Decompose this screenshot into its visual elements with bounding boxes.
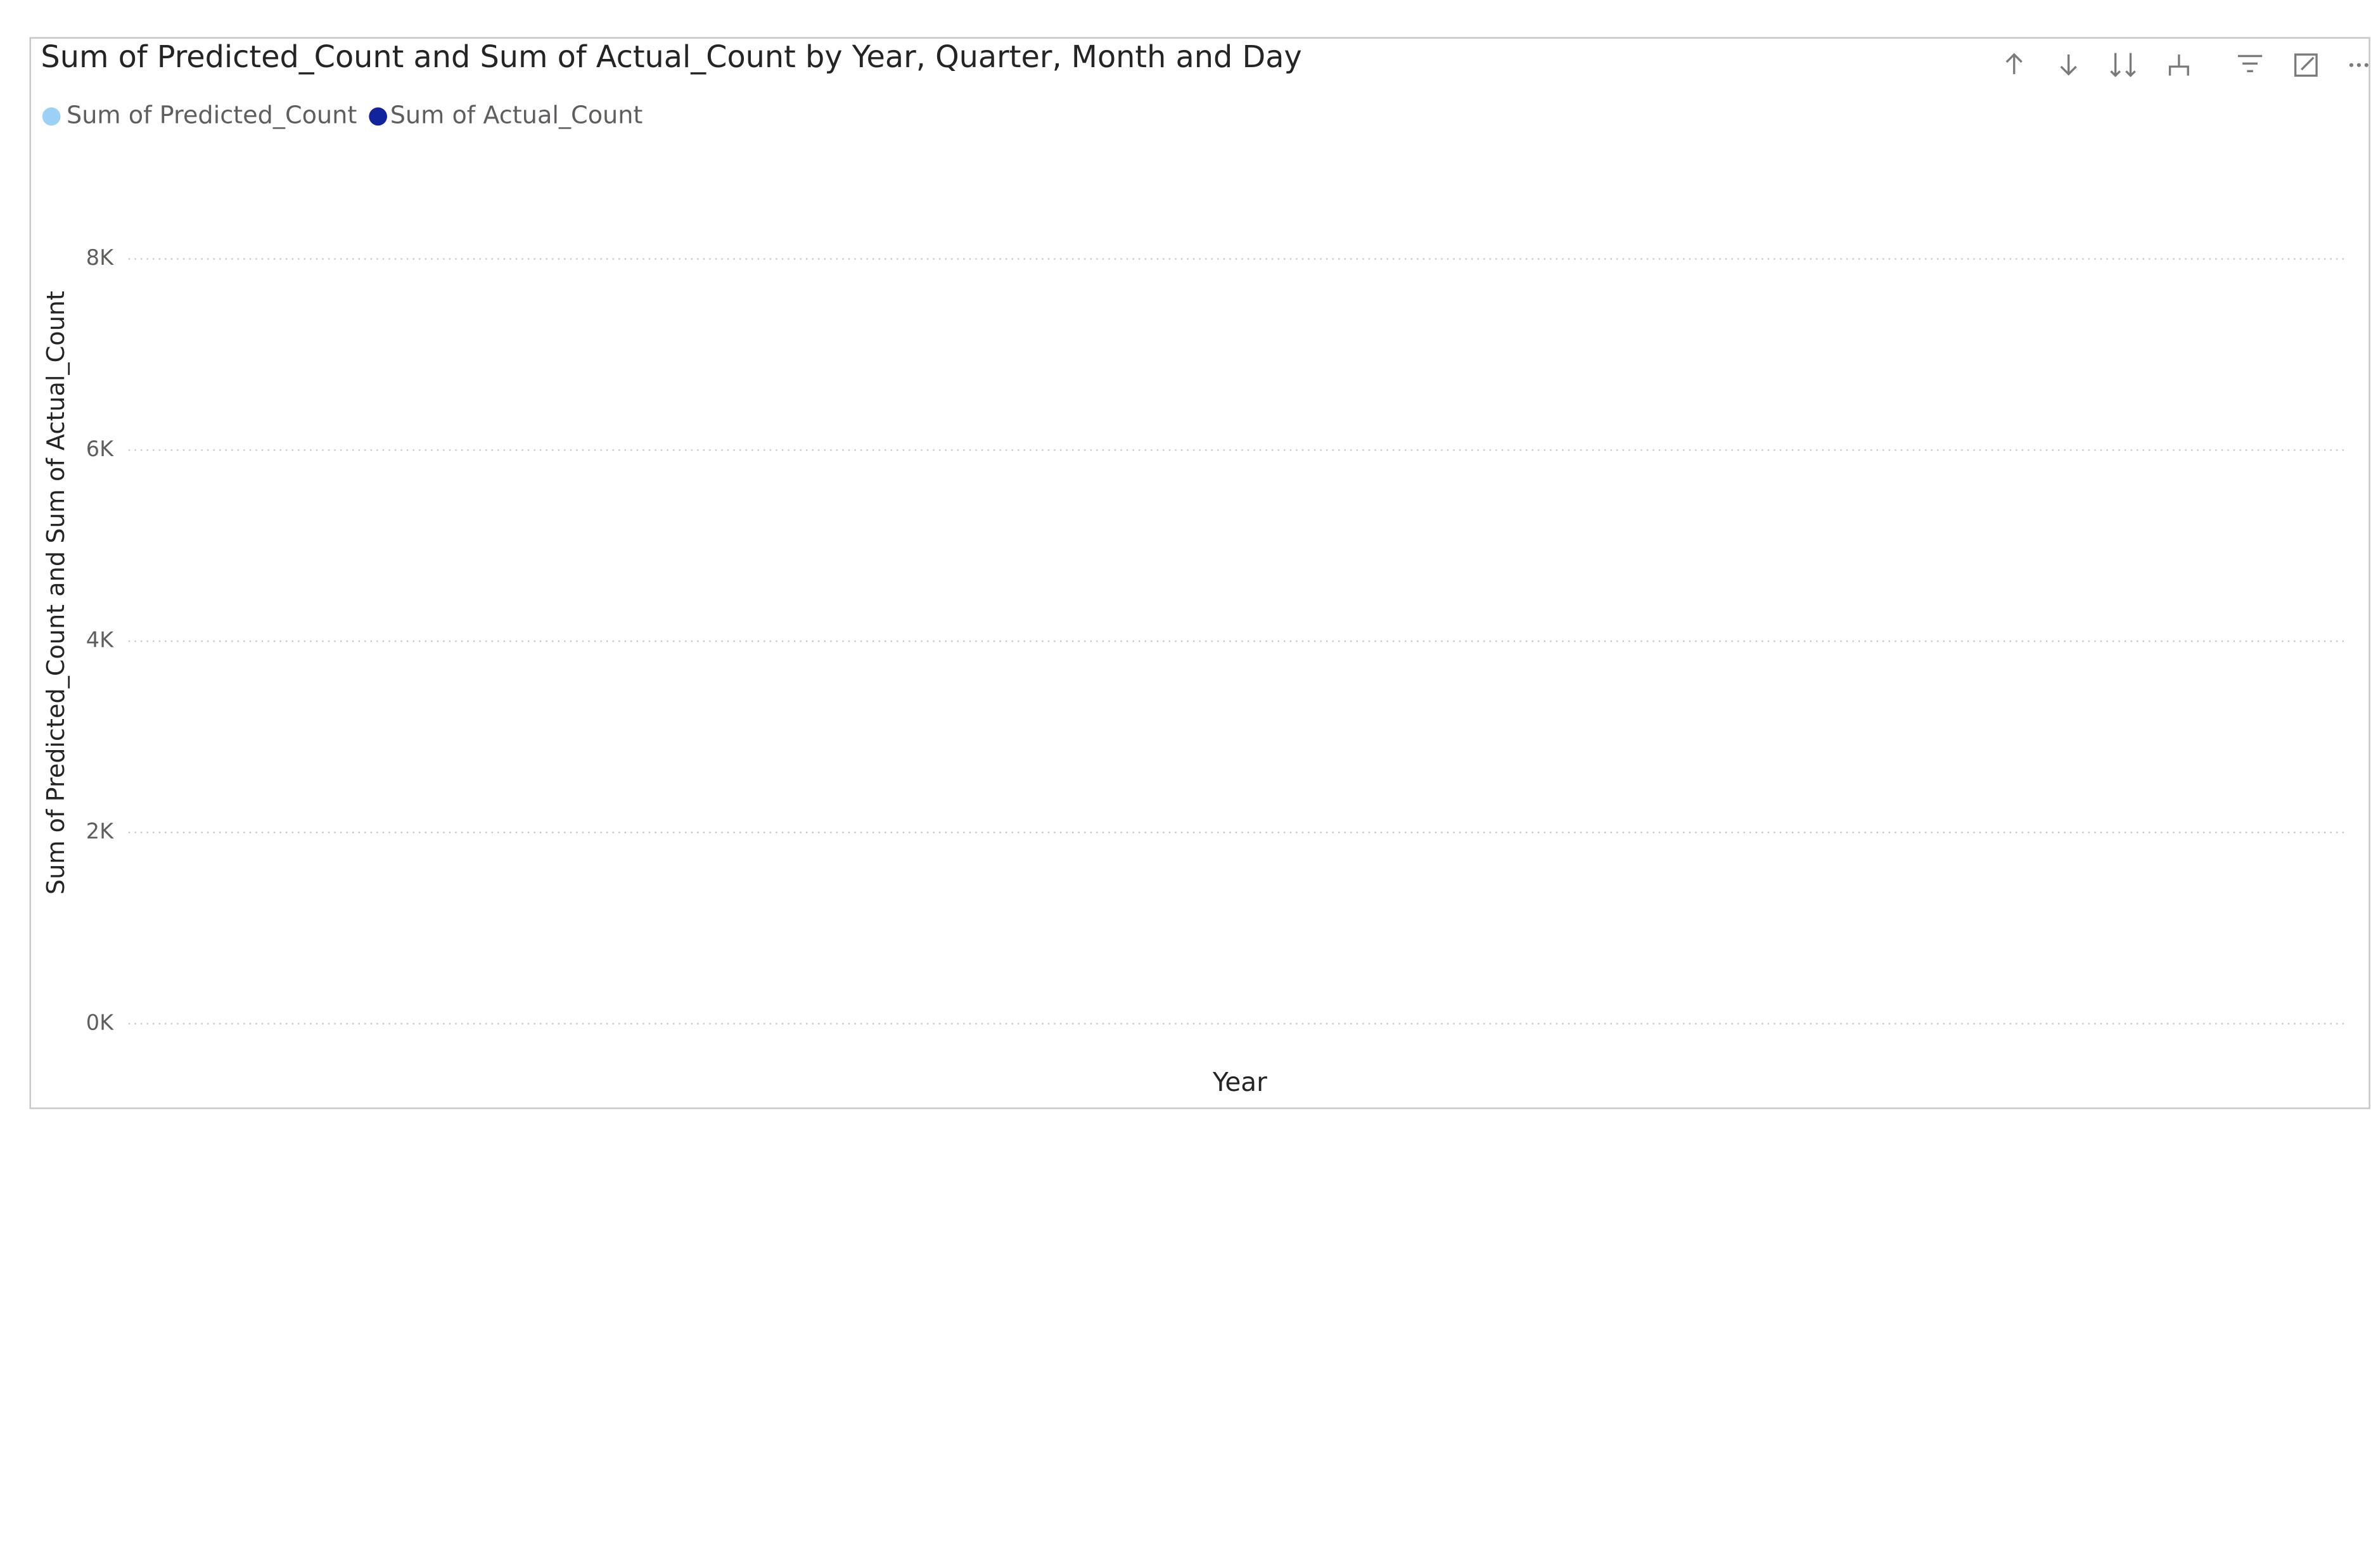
legend-label: Sum of Predicted_Count xyxy=(67,101,357,129)
visual-frame xyxy=(29,37,2370,1109)
y-tick-label: 4K xyxy=(86,628,114,653)
y-axis-title: Sum of Predicted_Count and Sum of Actual… xyxy=(42,291,70,895)
expand-all-icon[interactable] xyxy=(2168,54,2189,76)
drill-up-icon[interactable] xyxy=(2005,53,2023,75)
dot xyxy=(2349,63,2354,67)
drill-down-icon[interactable] xyxy=(2060,54,2077,76)
filter-icon[interactable] xyxy=(2237,54,2263,72)
y-tick-label: 2K xyxy=(86,819,114,843)
legend-marker xyxy=(369,107,387,126)
y-tick-label: 0K xyxy=(86,1010,114,1035)
dot xyxy=(2364,63,2368,67)
dot xyxy=(2356,63,2361,67)
x-axis-title: Year xyxy=(1212,1067,1267,1097)
y-tick-label: 8K xyxy=(86,245,114,270)
focus-icon[interactable] xyxy=(2294,53,2318,77)
legend-label: Sum of Actual_Count xyxy=(390,101,643,129)
chart-title: Sum of Predicted_Count and Sum of Actual… xyxy=(41,40,1301,75)
header-icons xyxy=(2005,53,2318,77)
y-tick-label: 6K xyxy=(86,437,114,461)
more-icon[interactable] xyxy=(2349,63,2368,67)
expand-icon[interactable] xyxy=(2110,53,2136,77)
legend-marker xyxy=(42,107,61,126)
